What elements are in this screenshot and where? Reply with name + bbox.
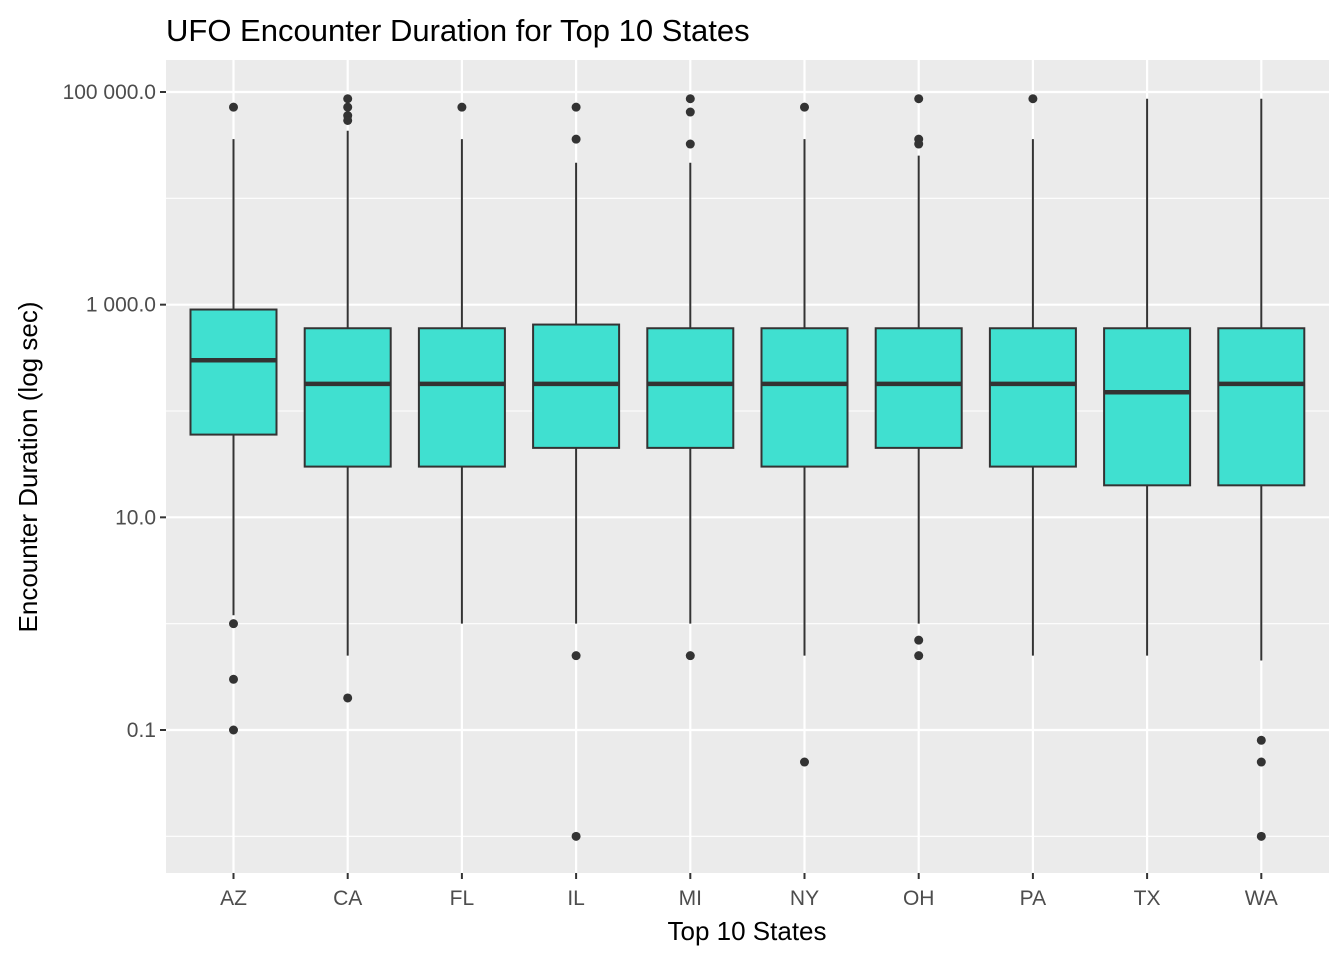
box-il <box>532 102 621 841</box>
y-axis-title: Encounter Duration (log sec) <box>13 302 43 633</box>
outlier-point <box>1256 757 1266 767</box>
outlier-point <box>914 635 924 645</box>
outlier-point <box>800 757 809 767</box>
box-ny <box>760 102 849 767</box>
box-fl <box>417 102 506 624</box>
outlier-point <box>685 107 695 117</box>
boxes <box>189 94 1306 841</box>
box-wa <box>1217 98 1306 841</box>
x-tick-label: OH <box>903 887 935 910</box>
x-tick-label: CA <box>333 887 362 910</box>
x-axis: AZ CA FL IL MI NY OH PA TX WA <box>220 873 1278 910</box>
outlier-point <box>457 102 467 112</box>
iqr-box <box>417 327 506 468</box>
x-tick-label: MI <box>679 887 702 910</box>
x-tick-label: NY <box>790 887 819 910</box>
x-tick-label: PA <box>1020 887 1046 910</box>
iqr-box <box>646 327 735 449</box>
iqr-box <box>760 327 849 468</box>
iqr-box <box>303 327 392 468</box>
outlier-point <box>571 831 581 841</box>
outlier-point <box>229 102 238 112</box>
box-az <box>189 102 278 735</box>
outlier-point <box>1256 831 1266 841</box>
outlier-point <box>914 139 924 149</box>
x-tick-label: AZ <box>220 887 247 910</box>
y-tick-label: 10.0 <box>115 506 156 529</box>
outlier-point <box>800 102 809 112</box>
outlier-point <box>229 674 238 684</box>
iqr-box <box>874 327 963 449</box>
x-tick-label: TX <box>1134 887 1161 910</box>
x-axis-title: Top 10 States <box>668 916 827 946</box>
y-axis: 0.1 10.0 1 000.0 100 000.0 <box>63 81 166 742</box>
outlier-point <box>685 651 695 661</box>
x-tick-label: WA <box>1245 887 1278 910</box>
outlier-point <box>914 94 924 104</box>
outlier-point <box>343 693 353 703</box>
iqr-box <box>1103 327 1192 487</box>
outlier-point <box>343 94 353 104</box>
outlier-point <box>685 139 695 149</box>
outlier-point <box>343 102 353 112</box>
chart-title: UFO Encounter Duration for Top 10 States <box>166 13 750 48</box>
iqr-box <box>532 323 621 449</box>
y-tick-label: 100 000.0 <box>63 81 156 104</box>
box-oh <box>874 94 963 661</box>
outlier-point <box>229 619 238 629</box>
outlier-point <box>571 134 581 144</box>
outlier-point <box>229 725 238 735</box>
box-mi <box>646 94 735 661</box>
outlier-point <box>685 94 695 104</box>
x-tick-label: IL <box>567 887 585 910</box>
iqr-box <box>189 308 278 436</box>
iqr-box <box>988 327 1077 468</box>
box-tx <box>1103 98 1192 656</box>
outlier-point <box>1256 735 1266 745</box>
outlier-point <box>571 651 581 661</box>
outlier-point <box>914 651 924 661</box>
y-tick-label: 1 000.0 <box>86 294 156 317</box>
outlier-point <box>343 115 353 125</box>
y-tick-label: 0.1 <box>127 719 156 742</box>
x-tick-label: FL <box>450 887 475 910</box>
iqr-box <box>1217 327 1306 487</box>
box-ca <box>303 94 392 703</box>
outlier-point <box>1028 94 1038 104</box>
outlier-point <box>571 102 581 112</box>
box-pa <box>988 94 1077 656</box>
